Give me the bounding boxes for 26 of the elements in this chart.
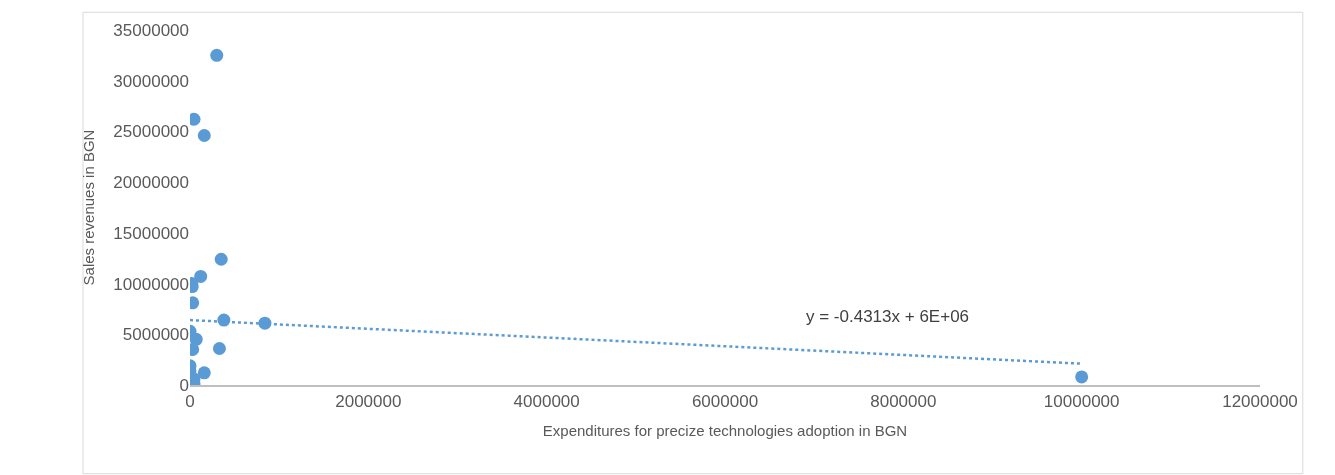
x-tick-label: 2000000 bbox=[335, 392, 402, 412]
x-tick-label: 10000000 bbox=[1043, 392, 1120, 412]
x-tick-label: 4000000 bbox=[513, 392, 580, 412]
y-tick-label: 30000000 bbox=[113, 71, 189, 91]
point bbox=[190, 112, 201, 126]
point bbox=[212, 341, 226, 355]
y-tick-label: 35000000 bbox=[113, 20, 189, 40]
point bbox=[197, 366, 211, 380]
y-axis-title: Sales revenues in BGN bbox=[79, 129, 97, 286]
y-tick-label: 15000000 bbox=[113, 223, 189, 243]
point bbox=[214, 252, 228, 266]
point bbox=[210, 48, 224, 62]
y-tick-label: 5000000 bbox=[122, 325, 189, 345]
y-tick-label: 10000000 bbox=[113, 274, 189, 294]
point bbox=[197, 128, 211, 142]
y-tick-label: 0 bbox=[179, 375, 189, 395]
annotation: y = -0.4313x + 6E+06 bbox=[806, 307, 970, 326]
x-axis-title: Expenditures for precize technologies adoption in BGN bbox=[542, 421, 908, 439]
x-tick-label: 12000000 bbox=[1222, 392, 1298, 412]
y-tick-label: 25000000 bbox=[113, 122, 189, 142]
x-tick-label: 6000000 bbox=[691, 392, 759, 412]
point bbox=[1075, 370, 1089, 384]
y-tick-label: 20000000 bbox=[113, 173, 189, 193]
point bbox=[190, 332, 203, 346]
point bbox=[194, 269, 208, 283]
x-tick-label: 8000000 bbox=[870, 392, 937, 412]
